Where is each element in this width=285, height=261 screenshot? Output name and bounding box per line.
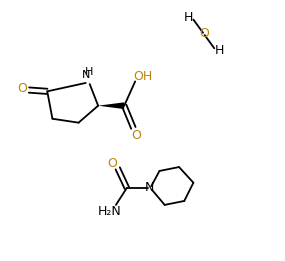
Text: H: H — [85, 67, 93, 77]
Polygon shape — [98, 102, 124, 109]
Text: O: O — [17, 82, 27, 95]
Text: H: H — [184, 11, 194, 24]
Text: O: O — [107, 157, 117, 170]
Text: N: N — [82, 70, 91, 80]
Text: OH: OH — [134, 70, 153, 83]
Text: O: O — [131, 129, 141, 142]
Text: O: O — [199, 27, 209, 40]
Text: H₂N: H₂N — [98, 205, 122, 218]
Text: N: N — [145, 181, 154, 194]
Text: H: H — [214, 44, 224, 57]
